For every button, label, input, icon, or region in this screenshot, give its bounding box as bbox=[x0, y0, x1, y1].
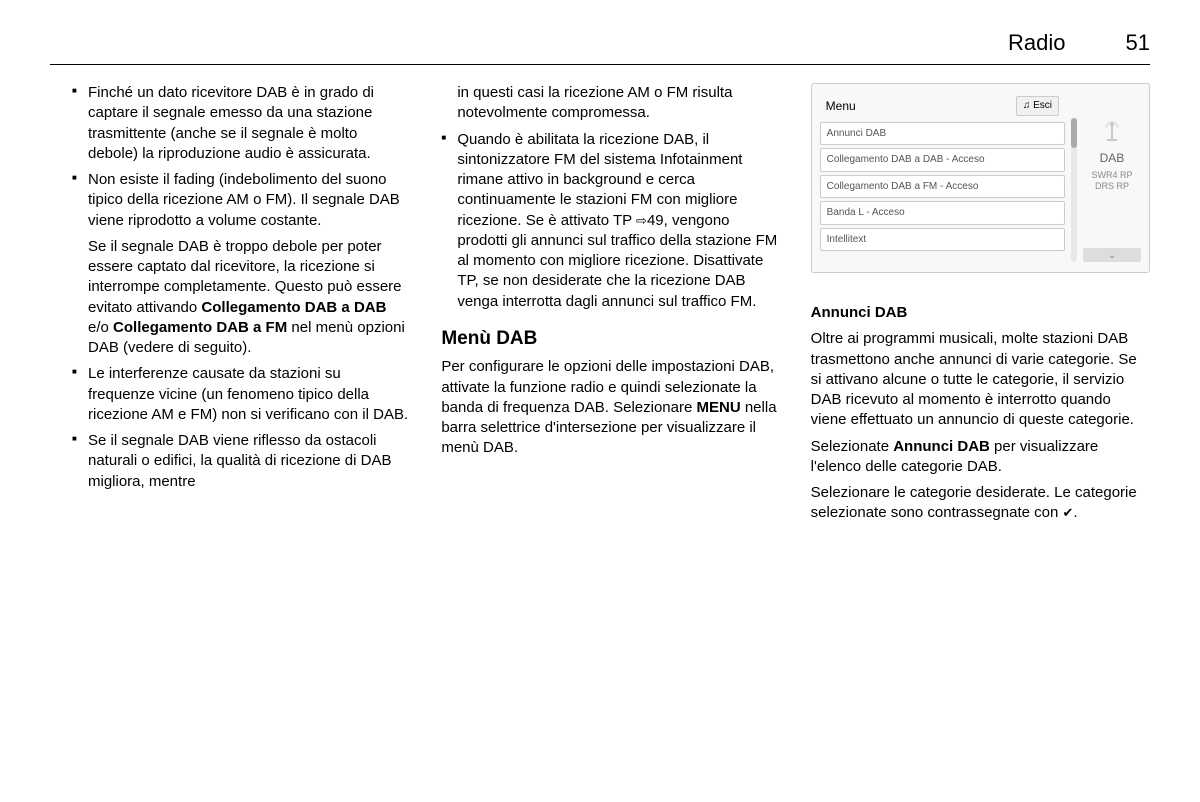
body-text: Non esiste il fading (indebolimento del … bbox=[88, 171, 400, 229]
body-text: Selezionare le categorie desiderate. Le … bbox=[811, 484, 1137, 521]
column-middle: in questi casi la ricezione AM o FM risu… bbox=[441, 83, 780, 530]
bold-text: Collegamento DAB a FM bbox=[113, 319, 287, 336]
body-text: Le interferenze causate da stazioni su f… bbox=[88, 365, 408, 423]
paragraph: Oltre ai programmi musicali, molte stazi… bbox=[811, 329, 1150, 430]
menu-item[interactable]: Annunci DAB bbox=[820, 122, 1065, 146]
bold-text: MENU bbox=[697, 399, 741, 416]
check-icon: ✔ bbox=[1063, 505, 1074, 520]
screenshot-list: Annunci DAB Collegamento DAB a DAB - Acc… bbox=[820, 122, 1065, 265]
sub-paragraph: Se il segnale DAB è troppo debole per po… bbox=[72, 237, 411, 359]
page-number: 51 bbox=[1126, 30, 1150, 56]
scrollbar[interactable] bbox=[1071, 118, 1077, 262]
antenna-icon bbox=[1100, 118, 1124, 146]
bullet-list-3: Quando è abilitata la ricezione DAB, il … bbox=[441, 130, 780, 312]
reference-icon: ⇨ bbox=[636, 212, 647, 230]
screenshot-main: Menu ♫ Esci Annunci DAB Collegamento DAB… bbox=[820, 92, 1065, 264]
paragraph: Selezionare le categorie desiderate. Le … bbox=[811, 483, 1150, 524]
reference-number: 49 bbox=[647, 212, 664, 229]
bullet-list-1: Finché un dato ricevitore DAB è in grado… bbox=[72, 83, 411, 231]
menu-item[interactable]: Intellitext bbox=[820, 228, 1065, 252]
list-item: Finché un dato ricevitore DAB è in grado… bbox=[72, 83, 411, 164]
menu-item[interactable]: Banda L - Acceso bbox=[820, 201, 1065, 225]
page-content: Finché un dato ricevitore DAB è in grado… bbox=[50, 83, 1150, 530]
exit-button[interactable]: ♫ Esci bbox=[1016, 96, 1059, 116]
bullet-list-2: Le interferenze causate da stazioni su f… bbox=[72, 364, 411, 492]
list-item: Se il segnale DAB viene riflesso da osta… bbox=[72, 431, 411, 492]
section-title: Radio bbox=[1008, 30, 1065, 56]
bold-text: Annunci DAB bbox=[893, 438, 990, 455]
page-header: Radio 51 bbox=[50, 30, 1150, 65]
list-item: Non esiste il fading (indebolimento del … bbox=[72, 170, 411, 231]
screenshot-title: Menu bbox=[826, 98, 856, 114]
body-text: Finché un dato ricevitore DAB è in grado… bbox=[88, 84, 374, 162]
screenshot-topbar: Menu ♫ Esci bbox=[820, 92, 1065, 120]
heading-annunci-dab: Annunci DAB bbox=[811, 303, 1150, 323]
heading-menu-dab: Menù DAB bbox=[441, 326, 780, 352]
station-line-1: SWR4 RP bbox=[1091, 170, 1132, 181]
paragraph: Per configurare le opzioni delle imposta… bbox=[441, 357, 780, 458]
pager-down[interactable]: ⌄ bbox=[1083, 248, 1141, 262]
station-line-2: DRS RP bbox=[1091, 181, 1132, 192]
screenshot-side: DAB SWR4 RP DRS RP ⌄ bbox=[1083, 92, 1141, 264]
menu-item[interactable]: Collegamento DAB a FM - Acceso bbox=[820, 175, 1065, 199]
dab-icon-area: DAB SWR4 RP DRS RP bbox=[1091, 118, 1132, 192]
body-text: in questi casi la ricezione AM o FM risu… bbox=[457, 84, 732, 121]
body-text: e/o bbox=[88, 319, 113, 336]
body-text: Se il segnale DAB viene riflesso da osta… bbox=[88, 432, 392, 490]
menu-item[interactable]: Collegamento DAB a DAB - Acceso bbox=[820, 148, 1065, 172]
dab-label: DAB bbox=[1100, 150, 1125, 166]
station-info: SWR4 RP DRS RP bbox=[1091, 170, 1132, 192]
list-item: Quando è abilitata la ricezione DAB, il … bbox=[441, 130, 780, 312]
body-text: . bbox=[1073, 504, 1077, 521]
bold-text: Collegamento DAB a DAB bbox=[201, 299, 386, 316]
column-left: Finché un dato ricevitore DAB è in grado… bbox=[50, 83, 411, 530]
column-right: Menu ♫ Esci Annunci DAB Collegamento DAB… bbox=[811, 83, 1150, 530]
continuation-text: in questi casi la ricezione AM o FM risu… bbox=[441, 83, 780, 124]
list-item: Le interferenze causate da stazioni su f… bbox=[72, 364, 411, 425]
dab-menu-screenshot: Menu ♫ Esci Annunci DAB Collegamento DAB… bbox=[811, 83, 1150, 273]
body-text: Selezionate bbox=[811, 438, 894, 455]
paragraph: Selezionate Annunci DAB per visualizzare… bbox=[811, 437, 1150, 478]
